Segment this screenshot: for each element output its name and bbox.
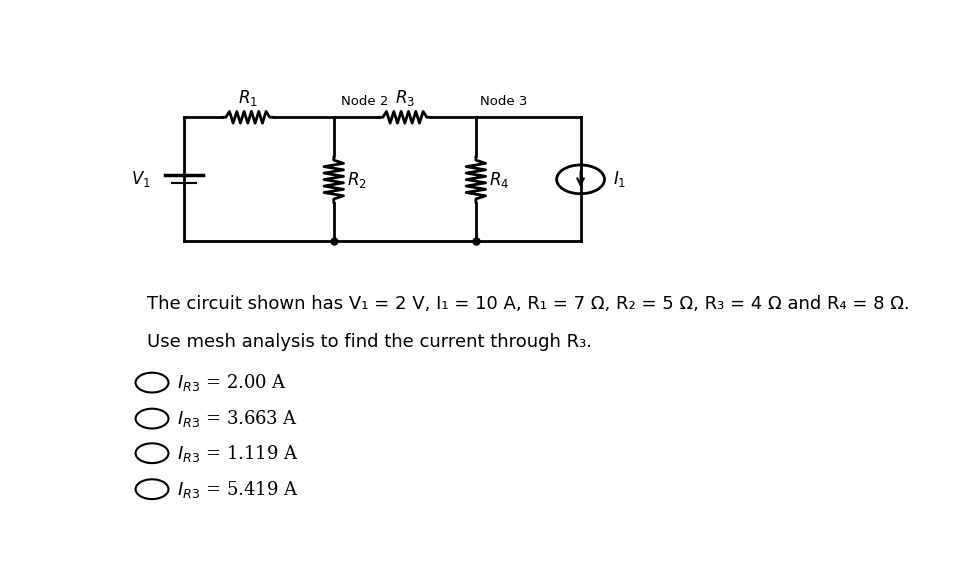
Text: $I_1$: $I_1$ <box>614 169 626 189</box>
Text: Node 3: Node 3 <box>480 95 527 108</box>
Text: $R_2$: $R_2$ <box>347 169 367 190</box>
Text: $R_4$: $R_4$ <box>489 169 510 190</box>
Text: $I_{R3}$ = 3.663 A: $I_{R3}$ = 3.663 A <box>177 408 298 429</box>
Text: $R_3$: $R_3$ <box>395 88 415 108</box>
Text: The circuit shown has V₁ = 2 V, I₁ = 10 A, R₁ = 7 Ω, R₂ = 5 Ω, R₃ = 4 Ω and R₄ =: The circuit shown has V₁ = 2 V, I₁ = 10 … <box>147 295 909 313</box>
Text: $R_1$: $R_1$ <box>237 88 258 108</box>
Text: $I_{R3}$ = 5.419 A: $I_{R3}$ = 5.419 A <box>177 479 298 500</box>
Text: $I_{R3}$ = 1.119 A: $I_{R3}$ = 1.119 A <box>177 443 298 464</box>
Text: Node 2: Node 2 <box>342 95 389 108</box>
Text: $I_{R3}$ = 2.00 A: $I_{R3}$ = 2.00 A <box>177 372 287 393</box>
Text: Use mesh analysis to find the current through R₃.: Use mesh analysis to find the current th… <box>147 333 592 351</box>
Text: $V_1$: $V_1$ <box>131 169 151 189</box>
